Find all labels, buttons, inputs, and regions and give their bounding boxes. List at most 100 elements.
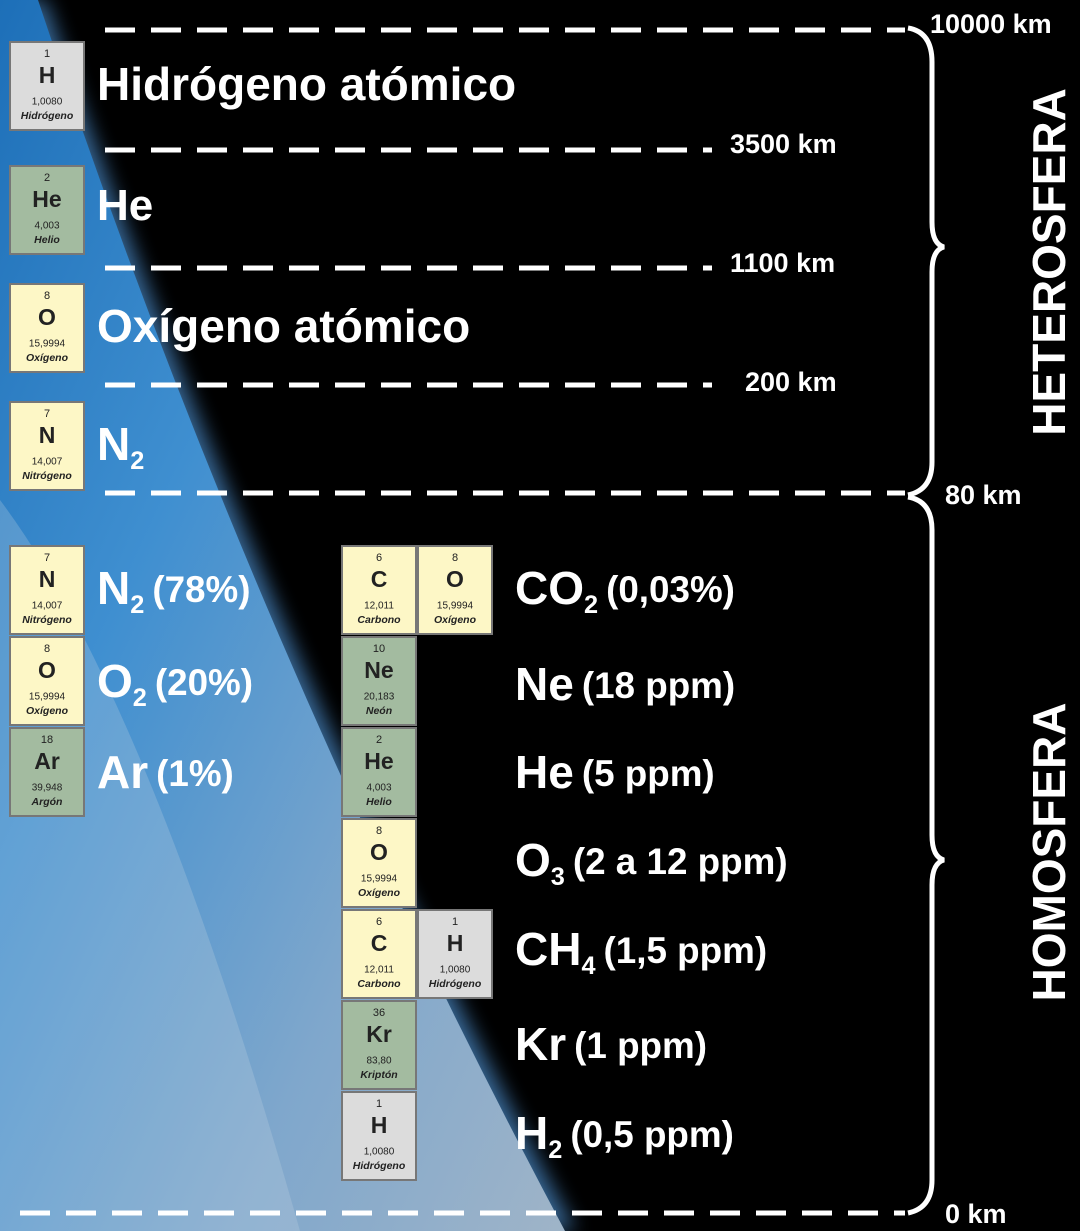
altitude-label: 80 km	[945, 480, 1022, 510]
atomic-mass: 1,0080	[440, 965, 471, 976]
atomic-mass: 15,9994	[437, 601, 474, 612]
element-tile: 1H1,0080Hidrógeno	[418, 910, 492, 998]
gas-subscript: 2	[133, 683, 147, 711]
atomic-mass: 20,183	[364, 692, 395, 703]
atomic-number: 1	[376, 1098, 382, 1110]
gas-formula: CH	[515, 923, 581, 975]
gas-formula: Kr	[515, 1018, 566, 1070]
gas-subscript: 2	[584, 590, 598, 618]
gas-amount: (20%)	[155, 662, 253, 703]
altitude-label: 3500 km	[730, 129, 837, 159]
atomic-mass: 15,9994	[361, 874, 398, 885]
atomic-mass: 83,80	[366, 1056, 391, 1067]
element-symbol: C	[371, 930, 388, 956]
element-symbol: N	[39, 566, 56, 592]
gas-amount: (0,5 ppm)	[570, 1114, 734, 1155]
gas-subscript: 2	[130, 446, 144, 474]
altitude-label: 1100 km	[730, 248, 835, 278]
atomic-number: 7	[44, 552, 50, 564]
element-symbol: Ne	[364, 657, 393, 683]
atomic-number: 18	[41, 734, 53, 746]
atomic-mass: 12,011	[364, 965, 394, 976]
gas-amount: (0,03%)	[606, 569, 735, 610]
element-tile: 2He4,003Helio	[342, 728, 416, 816]
altitude-label: 10000 km	[930, 9, 1052, 39]
element-tile: 8 O 15,9994 Oxígeno	[418, 546, 492, 634]
atomic-number: 10	[373, 643, 385, 655]
atomic-mass: 39,948	[32, 783, 63, 794]
gas-subscript: 3	[551, 862, 565, 890]
atomic-number: 8	[376, 825, 382, 837]
gas-formula: He	[515, 746, 574, 798]
gas-label: He(5 ppm)	[515, 746, 715, 798]
element-name: Nitrógeno	[22, 614, 72, 626]
atomic-number: 6	[376, 916, 382, 928]
gas-label: Hidrógeno atómico	[97, 58, 516, 110]
element-name: Neón	[366, 705, 392, 717]
atomic-mass: 14,007	[32, 601, 63, 612]
atomic-mass: 15,9994	[29, 339, 66, 350]
altitude-label: 200 km	[745, 367, 837, 397]
element-name: Oxígeno	[26, 705, 69, 717]
gas-formula: Hidrógeno atómico	[97, 58, 516, 110]
element-symbol: He	[32, 186, 61, 212]
element-name: Oxígeno	[26, 352, 69, 364]
element-name: Oxígeno	[434, 614, 477, 626]
gas-amount: (1 ppm)	[574, 1025, 707, 1066]
atomic-number: 8	[452, 552, 458, 564]
element-name: Kriptón	[360, 1069, 397, 1081]
element-symbol: N	[39, 422, 56, 448]
gas-label: Oxígeno atómico	[97, 300, 470, 352]
element-symbol: H	[39, 62, 56, 88]
gas-formula: O	[97, 655, 133, 707]
atomic-mass: 14,007	[32, 457, 63, 468]
gas-subscript: 4	[581, 951, 595, 979]
element-tile: 10 Ne 20,183 Neón	[342, 637, 416, 725]
gas-amount: (2 a 12 ppm)	[573, 841, 788, 882]
altitude-label: 0 km	[945, 1199, 1007, 1229]
atomic-mass: 4,003	[366, 783, 391, 794]
element-name: Nitrógeno	[22, 470, 72, 482]
gas-label: Ne(18 ppm)	[515, 658, 735, 710]
atomic-mass: 12,011	[364, 601, 394, 612]
gas-label: Ar(1%)	[97, 746, 234, 798]
element-name: Hidrógeno	[21, 110, 74, 122]
element-name: Hidrógeno	[353, 1160, 406, 1172]
gas-formula: N	[97, 562, 130, 614]
gas-formula: Ar	[97, 746, 148, 798]
gas-subscript: 2	[130, 590, 144, 618]
atmosphere-diagram: 10000 km 3500 km 1100 km 200 km 80 km 0 …	[0, 0, 1080, 1231]
atomic-number: 2	[376, 734, 382, 746]
element-name: Helio	[366, 796, 392, 808]
atomic-number: 2	[44, 172, 50, 184]
element-symbol: O	[370, 839, 388, 865]
gas-formula: CO	[515, 562, 584, 614]
gas-label: He	[97, 181, 153, 230]
atomic-number: 1	[44, 48, 50, 60]
element-name: Carbono	[357, 614, 401, 626]
element-tile: 7 N 14,007 Nitrógeno	[10, 546, 84, 634]
gas-amount: (1,5 ppm)	[604, 930, 768, 971]
element-name: Hidrógeno	[429, 978, 482, 990]
gas-amount: (1%)	[156, 753, 234, 794]
element-symbol: H	[447, 930, 464, 956]
element-symbol: O	[38, 657, 56, 683]
atomic-number: 6	[376, 552, 382, 564]
atomic-mass: 1,0080	[364, 1147, 395, 1158]
element-symbol: Ar	[34, 748, 60, 774]
gas-formula: H	[515, 1107, 548, 1159]
gas-subscript: 2	[548, 1135, 562, 1163]
element-name: Argón	[31, 796, 63, 808]
element-name: Helio	[34, 234, 60, 246]
atomic-number: 36	[373, 1007, 385, 1019]
gas-amount: (78%)	[152, 569, 250, 610]
element-symbol: O	[446, 566, 464, 592]
element-symbol: H	[371, 1112, 388, 1138]
element-tile: 18 Ar 39,948 Argón	[10, 728, 84, 816]
gas-amount: (5 ppm)	[582, 753, 715, 794]
